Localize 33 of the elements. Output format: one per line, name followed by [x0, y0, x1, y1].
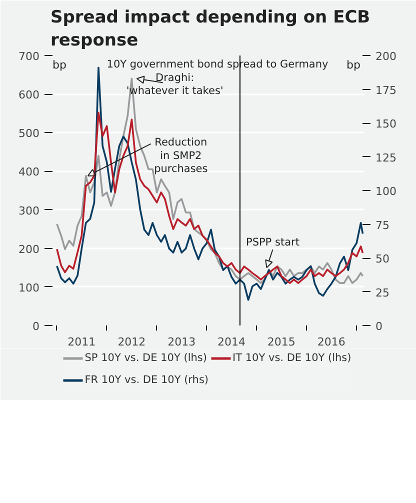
x-tick-label: 2011: [68, 336, 96, 348]
y2-tick-label: 0: [376, 320, 382, 333]
y2-tick-label: 175: [376, 84, 396, 97]
y2-tick-label: 25: [376, 286, 390, 300]
y-tick-label: 200: [18, 242, 40, 256]
y-axis-title: bp: [52, 58, 66, 72]
y2-axis-title: bp: [346, 58, 361, 72]
y-tick-label: 600: [18, 88, 40, 102]
x-tick-label: 2014: [217, 336, 246, 348]
y2-tick-label: 100: [376, 185, 396, 198]
y-tick-label: 300: [18, 204, 40, 218]
legend-label: FR 10Y vs. DE 10Y (rhs): [84, 374, 209, 386]
y2-tick-label: 150: [376, 118, 396, 130]
y-tick-label: 400: [18, 166, 40, 179]
legend-label: SP 10Y vs. DE 10Y (lhs): [84, 352, 207, 364]
y2-tick-label: 50: [376, 252, 390, 266]
y-tick-label: 700: [18, 50, 40, 63]
annotation: Draghi: 'whatever it takes': [126, 72, 224, 98]
y2-tick-label: 200: [376, 50, 396, 63]
y2-tick-label: 75: [376, 218, 390, 232]
line-series: [56, 112, 364, 284]
x-tick-label: 2016: [317, 336, 346, 348]
chart-title: Spread impact depending on ECB response: [50, 8, 370, 50]
x-tick-label: 2015: [267, 336, 296, 348]
y-tick-label: 500: [18, 127, 40, 140]
y2-tick-label: 125: [376, 151, 396, 164]
annotation: PSPP start: [246, 236, 300, 249]
x-tick-label: 2012: [118, 336, 146, 348]
legend-label: IT 10Y vs. DE 10Y (lhs): [232, 352, 352, 364]
y-tick-label: 100: [18, 281, 40, 294]
annotation: Reduction in SMP2 purchases: [154, 136, 208, 176]
y-tick-label: 0: [32, 320, 40, 333]
x-tick-label: 2013: [168, 336, 196, 348]
